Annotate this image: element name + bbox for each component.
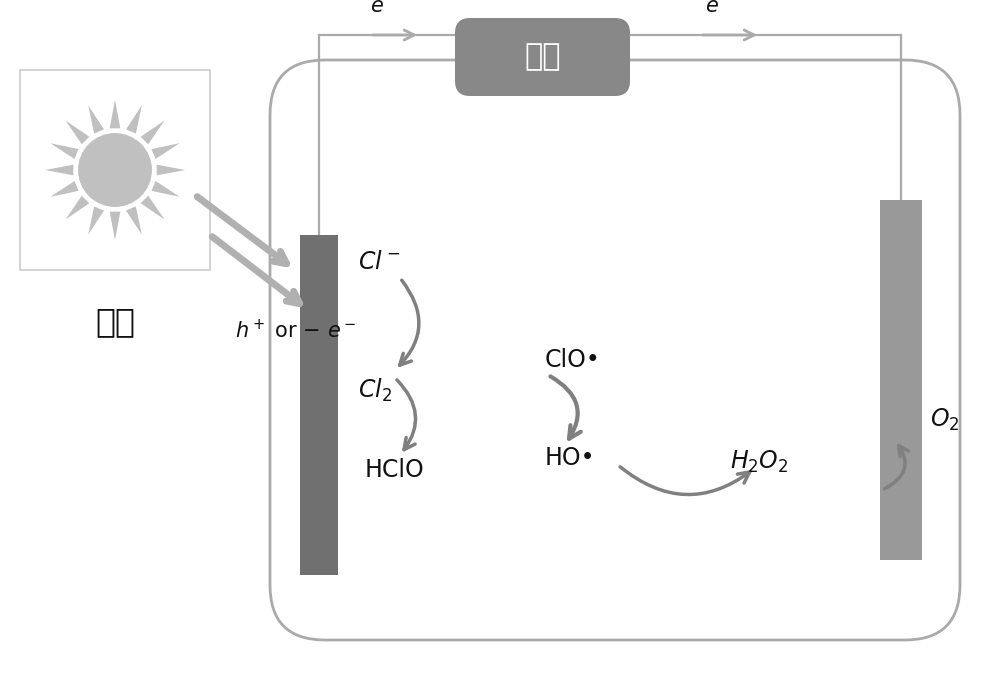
- Text: $Cl_2$: $Cl_2$: [358, 376, 392, 404]
- Polygon shape: [151, 181, 180, 197]
- Text: 光源: 光源: [95, 305, 135, 338]
- Bar: [20, 70, 210, 270]
- Text: $h^+$ or $-$ $e^-$: $h^+$ or $-$ $e^-$: [235, 318, 356, 342]
- Circle shape: [78, 133, 152, 207]
- Polygon shape: [110, 212, 120, 240]
- Text: ClO•: ClO•: [545, 348, 601, 372]
- Text: HClO: HClO: [365, 458, 425, 482]
- Text: $H_2O_2$: $H_2O_2$: [730, 449, 788, 475]
- Polygon shape: [157, 164, 185, 175]
- Text: $Cl^-$: $Cl^-$: [358, 250, 400, 274]
- Polygon shape: [88, 105, 104, 133]
- Polygon shape: [141, 195, 164, 220]
- Text: $e^-$: $e^-$: [370, 0, 400, 17]
- Text: HO•: HO•: [545, 446, 596, 470]
- Bar: [300, 235, 338, 575]
- Polygon shape: [50, 181, 79, 197]
- FancyBboxPatch shape: [455, 18, 630, 96]
- Text: 电源: 电源: [524, 42, 561, 71]
- Bar: [880, 200, 922, 560]
- Polygon shape: [66, 195, 89, 220]
- Polygon shape: [45, 164, 73, 175]
- Polygon shape: [66, 121, 89, 144]
- Polygon shape: [88, 206, 104, 235]
- Polygon shape: [126, 105, 142, 133]
- Text: $O_2$: $O_2$: [930, 407, 959, 433]
- Polygon shape: [126, 206, 142, 235]
- Polygon shape: [151, 143, 180, 159]
- Polygon shape: [50, 143, 79, 159]
- Polygon shape: [110, 100, 120, 128]
- Polygon shape: [141, 121, 164, 144]
- Text: $e^-$: $e^-$: [705, 0, 735, 17]
